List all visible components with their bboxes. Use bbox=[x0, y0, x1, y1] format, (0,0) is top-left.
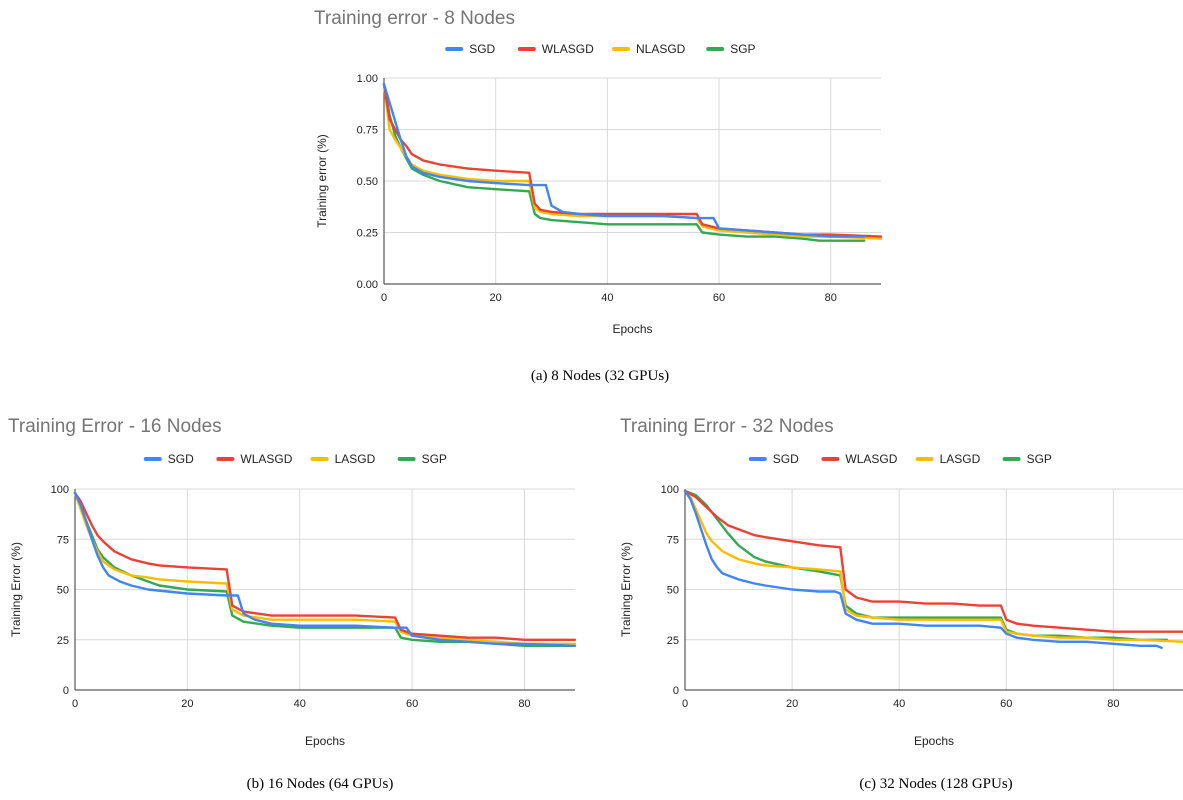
legend-label: SGD bbox=[168, 452, 194, 466]
y-tick-label: 0.00 bbox=[357, 279, 378, 291]
series-line-sgd bbox=[683, 489, 1163, 649]
chart-title: Training error - 8 Nodes bbox=[314, 8, 515, 29]
x-tick-label: 60 bbox=[406, 698, 418, 710]
x-tick-label: 0 bbox=[72, 698, 78, 710]
y-tick-label: 100 bbox=[51, 484, 69, 496]
x-tick-label: 60 bbox=[1000, 698, 1012, 710]
series-lines bbox=[683, 489, 1183, 649]
x-tick-label: 80 bbox=[518, 698, 530, 710]
y-tick-label: 0 bbox=[63, 685, 69, 697]
series-line-sgp bbox=[73, 491, 577, 647]
series-lines bbox=[382, 83, 883, 242]
x-tick-label: 20 bbox=[181, 698, 193, 710]
legend-label: NLASGD bbox=[636, 42, 686, 56]
caption-32-nodes: (c) 32 Nodes (128 GPUs) bbox=[859, 776, 1013, 792]
y-tick-label: 0.75 bbox=[357, 125, 378, 137]
y-tick-label: 25 bbox=[57, 635, 69, 647]
x-tick-label: 40 bbox=[893, 698, 905, 710]
x-tick-label: 80 bbox=[825, 292, 837, 304]
chart-panel-16-nodes: Training Error - 16 Nodes SGD WLASGD LASGD S… bbox=[0, 410, 590, 760]
legend-item-sgp: SGP bbox=[1002, 452, 1052, 466]
legend-item-wlasgd: WLASGD bbox=[821, 452, 898, 466]
x-axis-label: Epochs bbox=[305, 734, 345, 748]
caption-8-nodes: (a) 8 Nodes (32 GPUs) bbox=[530, 368, 670, 384]
y-tick-label: 50 bbox=[667, 585, 679, 597]
legend-label: SGD bbox=[469, 42, 495, 56]
x-tick-label: 0 bbox=[682, 698, 688, 710]
y-tick-label: 0 bbox=[673, 685, 679, 697]
legend-item-wlasgd: WLASGD bbox=[216, 452, 293, 466]
series-line-sgd bbox=[382, 83, 866, 238]
gridlines bbox=[384, 77, 881, 284]
series-line-lasgd bbox=[73, 491, 577, 645]
x-tick-label: 0 bbox=[381, 292, 387, 304]
chart-panel-8-nodes: Training error - 8 Nodes SGD WLASGD NLASGD S… bbox=[300, 0, 900, 350]
x-tick-label: 40 bbox=[601, 292, 613, 304]
legend-item-lasgd: LASGD bbox=[915, 452, 981, 466]
x-tick-label: 40 bbox=[294, 698, 306, 710]
legend-label: SGP bbox=[422, 452, 447, 466]
legend-label: SGP bbox=[730, 42, 755, 56]
chart-title: Training Error - 16 Nodes bbox=[8, 416, 222, 437]
series-line-wlasgd bbox=[382, 83, 883, 238]
caption-16-nodes: (b) 16 Nodes (64 GPUs) bbox=[246, 776, 394, 792]
legend: SGD WLASGD LASGD SGP bbox=[143, 452, 447, 466]
y-axis-label: Training error (%) bbox=[315, 134, 329, 228]
legend-item-sgp: SGP bbox=[706, 42, 756, 56]
chart-panel-32-nodes: Training Error - 32 Nodes SGD WLASGD LASGD S… bbox=[608, 410, 1183, 760]
series-line-sgp bbox=[382, 83, 866, 242]
legend-label: SGP bbox=[1027, 452, 1052, 466]
x-tick-label: 20 bbox=[786, 698, 798, 710]
legend-label: WLASGD bbox=[240, 452, 292, 466]
series-line-wlasgd bbox=[683, 489, 1183, 633]
legend-item-sgd: SGD bbox=[748, 452, 799, 466]
y-tick-label: 0.50 bbox=[357, 176, 378, 188]
x-tick-label: 60 bbox=[713, 292, 725, 304]
series-line-lasgd bbox=[683, 489, 1183, 643]
y-tick-label: 25 bbox=[667, 635, 679, 647]
legend-label: WLASGD bbox=[845, 452, 897, 466]
y-axis-label: Training Error (%) bbox=[9, 542, 23, 637]
legend-item-wlasgd: WLASGD bbox=[517, 42, 594, 56]
gridlines bbox=[685, 488, 1183, 690]
legend-label: LASGD bbox=[335, 452, 376, 466]
y-tick-label: 1.00 bbox=[357, 73, 378, 85]
series-line-wlasgd bbox=[73, 491, 577, 641]
legend-item-nlasgd: NLASGD bbox=[612, 42, 686, 56]
chart-title: Training Error - 32 Nodes bbox=[620, 416, 834, 437]
legend-item-sgp: SGP bbox=[397, 452, 447, 466]
legend: SGD WLASGD LASGD SGP bbox=[748, 452, 1052, 466]
y-tick-label: 0.25 bbox=[357, 228, 378, 240]
x-tick-label: 20 bbox=[490, 292, 502, 304]
x-axis-label: Epochs bbox=[612, 322, 652, 336]
legend-item-sgd: SGD bbox=[143, 452, 194, 466]
y-axis-label: Training Error (%) bbox=[619, 542, 633, 637]
legend-label: WLASGD bbox=[542, 42, 594, 56]
series-line-sgd bbox=[73, 491, 577, 647]
legend-item-sgd: SGD bbox=[445, 42, 496, 56]
x-tick-label: 80 bbox=[1107, 698, 1119, 710]
x-axis-label: Epochs bbox=[914, 734, 954, 748]
legend-label: LASGD bbox=[940, 452, 981, 466]
y-tick-label: 75 bbox=[667, 534, 679, 546]
series-line-sgp bbox=[683, 489, 1169, 641]
y-tick-label: 75 bbox=[57, 534, 69, 546]
legend-item-lasgd: LASGD bbox=[310, 452, 376, 466]
y-tick-label: 50 bbox=[57, 585, 69, 597]
legend: SGD WLASGD NLASGD SGP bbox=[445, 42, 756, 56]
y-tick-label: 100 bbox=[661, 484, 679, 496]
series-lines bbox=[73, 491, 577, 647]
legend-label: SGD bbox=[773, 452, 799, 466]
